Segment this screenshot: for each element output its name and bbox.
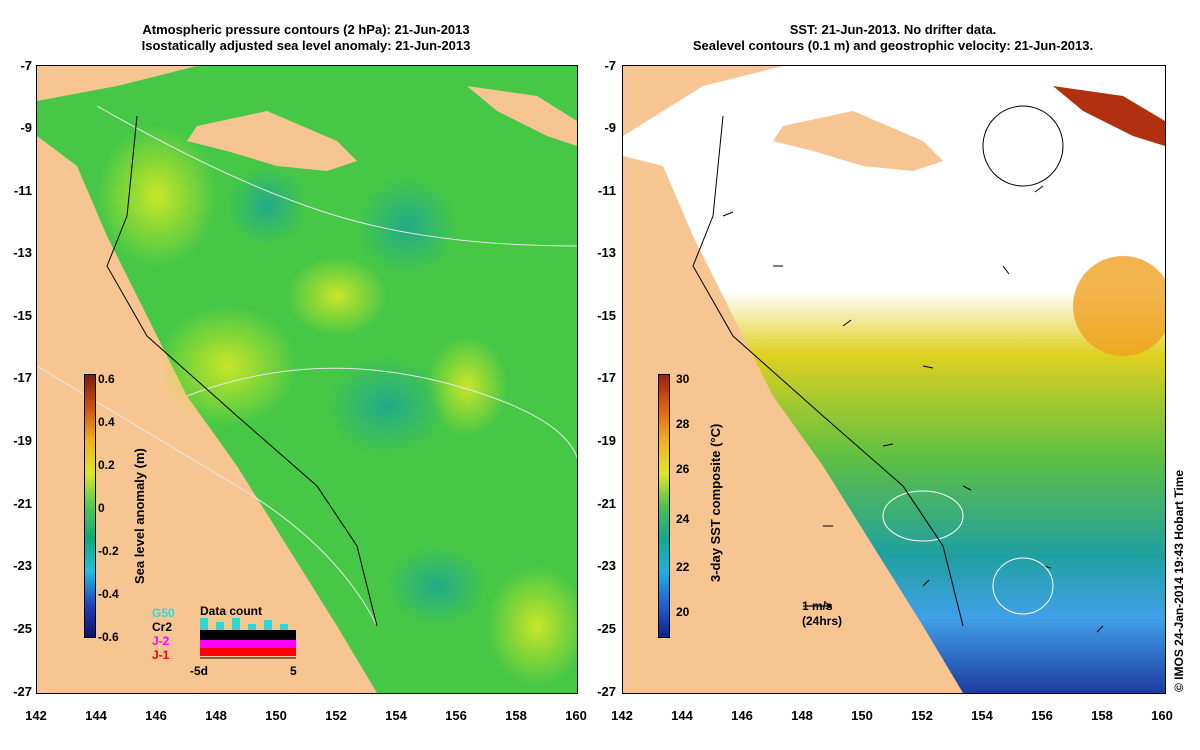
sst-tick-0: 30 (676, 372, 690, 386)
sla-tick-4: -0.2 (98, 544, 119, 558)
right-xlab-3: 148 (791, 708, 813, 723)
velocity-scale-label: 1 m/s (802, 599, 833, 613)
left-xlab-3: 148 (205, 708, 227, 723)
right-ylab-4: -15 (597, 308, 616, 323)
left-ylab-10: -27 (13, 684, 32, 699)
right-ylab-8: -23 (597, 558, 616, 573)
right-title-line1: SST: 21-Jun-2013. No drifter data. (789, 22, 997, 37)
right-xlab-5: 152 (911, 708, 933, 723)
legend-sat-j1: J-1 (152, 648, 170, 662)
legend-axis-right: 5 (290, 664, 297, 678)
sla-tick-3: 0 (98, 501, 105, 515)
left-xlab-0: 142 (25, 708, 47, 723)
left-ylab-8: -23 (13, 558, 32, 573)
sst-tick-5: 20 (676, 605, 690, 619)
right-xlab-0: 142 (611, 708, 633, 723)
right-ylab-2: -11 (597, 183, 616, 198)
left-xlab-1: 144 (85, 708, 107, 723)
right-ylab-5: -17 (597, 370, 616, 385)
left-xlab-9: 160 (565, 708, 587, 723)
left-title-line1: Atmospheric pressure contours (2 hPa): 2… (142, 22, 470, 37)
right-ylab-1: -9 (604, 120, 616, 135)
sla-colorbar (84, 374, 96, 638)
sla-tick-5: -0.4 (98, 587, 119, 601)
sla-colorbar-title: Sea level anomaly (m) (132, 448, 147, 584)
sst-tick-4: 22 (676, 560, 690, 574)
left-ylab-0: -7 (20, 58, 32, 73)
right-title: SST: 21-Jun-2013. No drifter data. Seale… (622, 22, 1164, 54)
right-xlab-8: 158 (1091, 708, 1113, 723)
sla-tick-6: -0.6 (98, 630, 119, 644)
legend-axis-left: -5d (190, 664, 208, 678)
right-xlab-2: 146 (731, 708, 753, 723)
right-title-line2: Sealevel contours (0.1 m) and geostrophi… (692, 38, 1094, 53)
left-title: Atmospheric pressure contours (2 hPa): 2… (36, 22, 576, 54)
left-ylab-3: -13 (13, 245, 32, 260)
right-ylab-6: -19 (597, 433, 616, 448)
sst-tick-3: 24 (676, 512, 690, 526)
right-ylab-0: -7 (604, 58, 616, 73)
right-xlab-9: 160 (1151, 708, 1173, 723)
sst-colorbar-title: 3-day SST composite (°C) (708, 423, 723, 582)
right-ylab-7: -21 (597, 496, 616, 511)
legend-title: Data count (200, 604, 263, 618)
left-xlab-6: 154 (385, 708, 407, 723)
legend-sat-j2: J-2 (152, 634, 170, 648)
left-ylab-4: -15 (13, 308, 32, 323)
left-xlab-8: 158 (505, 708, 527, 723)
legend-sat-cr2: Cr2 (152, 620, 173, 634)
left-ylab-2: -11 (13, 183, 32, 198)
sla-tick-1: 0.4 (98, 415, 115, 429)
right-ylab-3: -13 (597, 245, 616, 260)
left-xlab-5: 152 (325, 708, 347, 723)
sla-tick-2: 0.2 (98, 458, 115, 472)
sst-colorbar (658, 374, 670, 638)
sst-tick-1: 28 (676, 417, 690, 431)
right-xlab-1: 144 (671, 708, 693, 723)
data-count-histogram (200, 618, 296, 659)
left-ylab-5: -17 (13, 370, 32, 385)
sea-level-anomaly-map[interactable] (36, 65, 578, 694)
right-xlab-4: 150 (851, 708, 873, 723)
left-xlab-2: 146 (145, 708, 167, 723)
sst-map[interactable] (622, 65, 1166, 694)
left-title-line2: Isostatically adjusted sea level anomaly… (141, 38, 471, 53)
imos-credit: © IMOS 24-Jan-2014 19:43 Hobart Time (1172, 469, 1186, 692)
right-xlab-7: 156 (1031, 708, 1053, 723)
left-ylab-6: -19 (13, 433, 32, 448)
left-ylab-1: -9 (20, 120, 32, 135)
right-xlab-6: 154 (971, 708, 993, 723)
legend-sat-g50: G50 (152, 606, 175, 620)
left-xlab-4: 150 (265, 708, 287, 723)
left-ylab-9: -25 (13, 621, 32, 636)
velocity-scale-period: (24hrs) (802, 614, 843, 628)
left-ylab-7: -21 (13, 496, 32, 511)
right-ylab-9: -25 (597, 621, 616, 636)
right-ylab-10: -27 (597, 684, 616, 699)
sst-tick-2: 26 (676, 462, 690, 476)
left-xlab-7: 156 (445, 708, 467, 723)
sla-tick-0: 0.6 (98, 372, 115, 386)
